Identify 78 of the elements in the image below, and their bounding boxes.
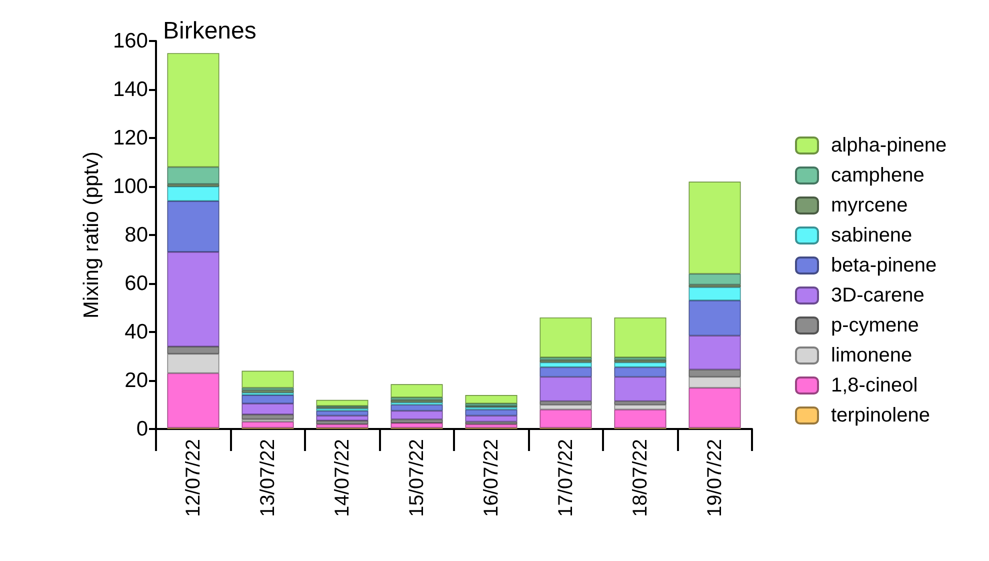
bar (316, 420, 368, 424)
bar (167, 373, 220, 428)
x-tick-label: 19/07/22 (704, 439, 726, 517)
legend-label: limonene (831, 344, 912, 366)
bar (540, 404, 592, 410)
y-tick-label: 160 (112, 30, 148, 52)
bar (688, 182, 741, 274)
bar (614, 376, 666, 402)
y-tick-label: 120 (112, 126, 148, 150)
bar (540, 376, 592, 402)
bar (316, 410, 368, 416)
bar (614, 401, 666, 405)
bar (390, 410, 443, 420)
x-tick-label: 15/07/22 (406, 439, 428, 517)
bar (465, 416, 518, 422)
bar (688, 376, 741, 388)
bar (390, 384, 443, 398)
x-tick-label: 16/07/22 (480, 439, 502, 517)
bar (242, 370, 294, 388)
legend-label: beta-pinene (831, 254, 937, 276)
bar (688, 370, 741, 377)
legend-label: 1,8-cineol (831, 374, 918, 396)
bar (167, 167, 220, 184)
y-tick-label: 140 (112, 78, 148, 101)
bar (614, 404, 666, 410)
legend-label: myrcene (831, 194, 908, 216)
bar (390, 404, 443, 411)
bar (540, 362, 592, 368)
bar (614, 410, 666, 428)
legend-label: p-cymene (831, 314, 919, 336)
x-tick-label: 17/07/22 (554, 439, 577, 517)
bar (540, 317, 592, 358)
bar (688, 300, 741, 336)
bar (242, 395, 294, 404)
bar (167, 346, 220, 354)
y-axis-title: Mixing ratio (pptv) (80, 152, 104, 318)
bar (614, 362, 666, 368)
bar (465, 410, 518, 416)
bar (167, 354, 220, 374)
bar (167, 201, 220, 252)
legend-label: 3D-carene (831, 284, 924, 306)
bar (540, 401, 592, 405)
bar (688, 287, 741, 300)
bar (688, 336, 741, 370)
bar (688, 388, 741, 428)
x-tick-label: 18/07/22 (629, 439, 652, 517)
bar (242, 414, 294, 420)
bar (390, 422, 443, 428)
bar (465, 424, 518, 428)
legend-label: alpha-pinene (831, 134, 947, 156)
y-tick-label: 60 (124, 272, 148, 295)
bar (242, 422, 294, 428)
bar (540, 410, 592, 428)
bar (167, 186, 220, 202)
bar (614, 367, 666, 377)
bar (167, 53, 220, 168)
bar (390, 419, 443, 423)
x-tick-label: 14/07/22 (331, 439, 354, 517)
y-tick-label: 80 (124, 224, 148, 246)
bar (316, 400, 368, 406)
x-tick-label: 13/07/22 (256, 439, 279, 517)
chart-title: Birkenes (163, 18, 256, 44)
y-tick-label: 40 (124, 320, 148, 344)
bar (614, 317, 666, 358)
bar (316, 416, 368, 421)
y-tick-label: 100 (112, 175, 148, 198)
bar (465, 395, 518, 404)
legend-label: camphene (831, 164, 924, 186)
legend-label: sabinene (831, 224, 912, 246)
y-tick-label: 0 (136, 418, 148, 440)
y-tick-label: 20 (124, 369, 148, 392)
x-tick-label: 12/07/22 (182, 439, 204, 517)
legend-label: terpinolene (831, 404, 930, 426)
bar (316, 424, 368, 428)
bar (540, 367, 592, 377)
bar (167, 252, 220, 347)
bar (242, 404, 294, 414)
bar (688, 274, 741, 285)
